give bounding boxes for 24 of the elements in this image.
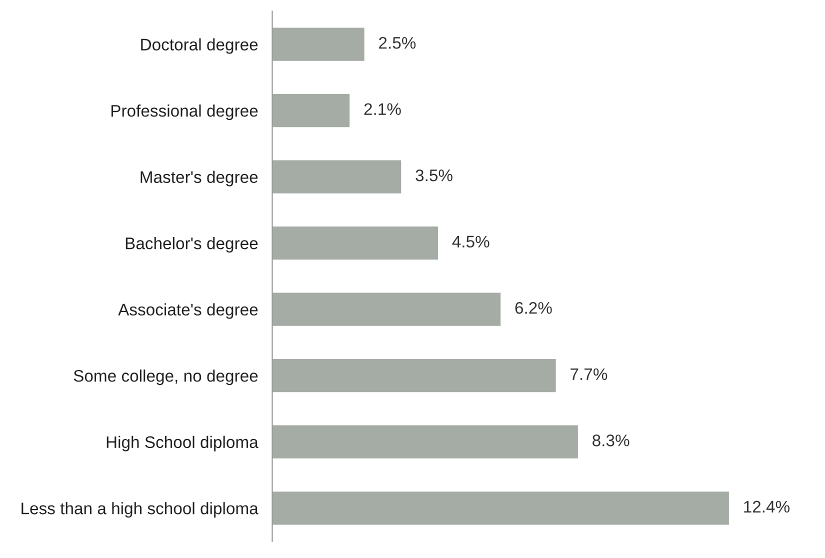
y-tick-label: Less than a high school diploma	[22, 502, 258, 518]
bar	[272, 226, 438, 260]
data-label: 7.7%	[570, 368, 608, 380]
bar	[272, 492, 729, 525]
bar	[272, 28, 364, 61]
data-label: 12.4%	[744, 500, 790, 513]
y-tick-label: High School diploma	[106, 436, 258, 452]
data-label: 6.2%	[515, 302, 552, 314]
data-label: 2.5%	[379, 36, 416, 49]
y-tick-label: Professional degree	[111, 104, 258, 120]
bar	[272, 292, 501, 326]
bar	[272, 359, 556, 392]
bar	[272, 425, 578, 458]
bar	[272, 94, 350, 128]
data-label: 2.1%	[364, 103, 401, 115]
data-label: 4.5%	[452, 236, 490, 248]
y-tick-label: Doctoral degree	[141, 38, 258, 54]
bar	[272, 160, 402, 194]
y-tick-label: Master's degree	[140, 170, 258, 186]
y-tick-label: Associate's degree	[118, 303, 258, 319]
y-tick-label: Bachelor's degree	[126, 237, 258, 253]
data-label: 3.5%	[416, 169, 452, 182]
y-tick-label: Some college, no degree	[74, 370, 258, 386]
data-label: 8.3%	[592, 434, 630, 446]
